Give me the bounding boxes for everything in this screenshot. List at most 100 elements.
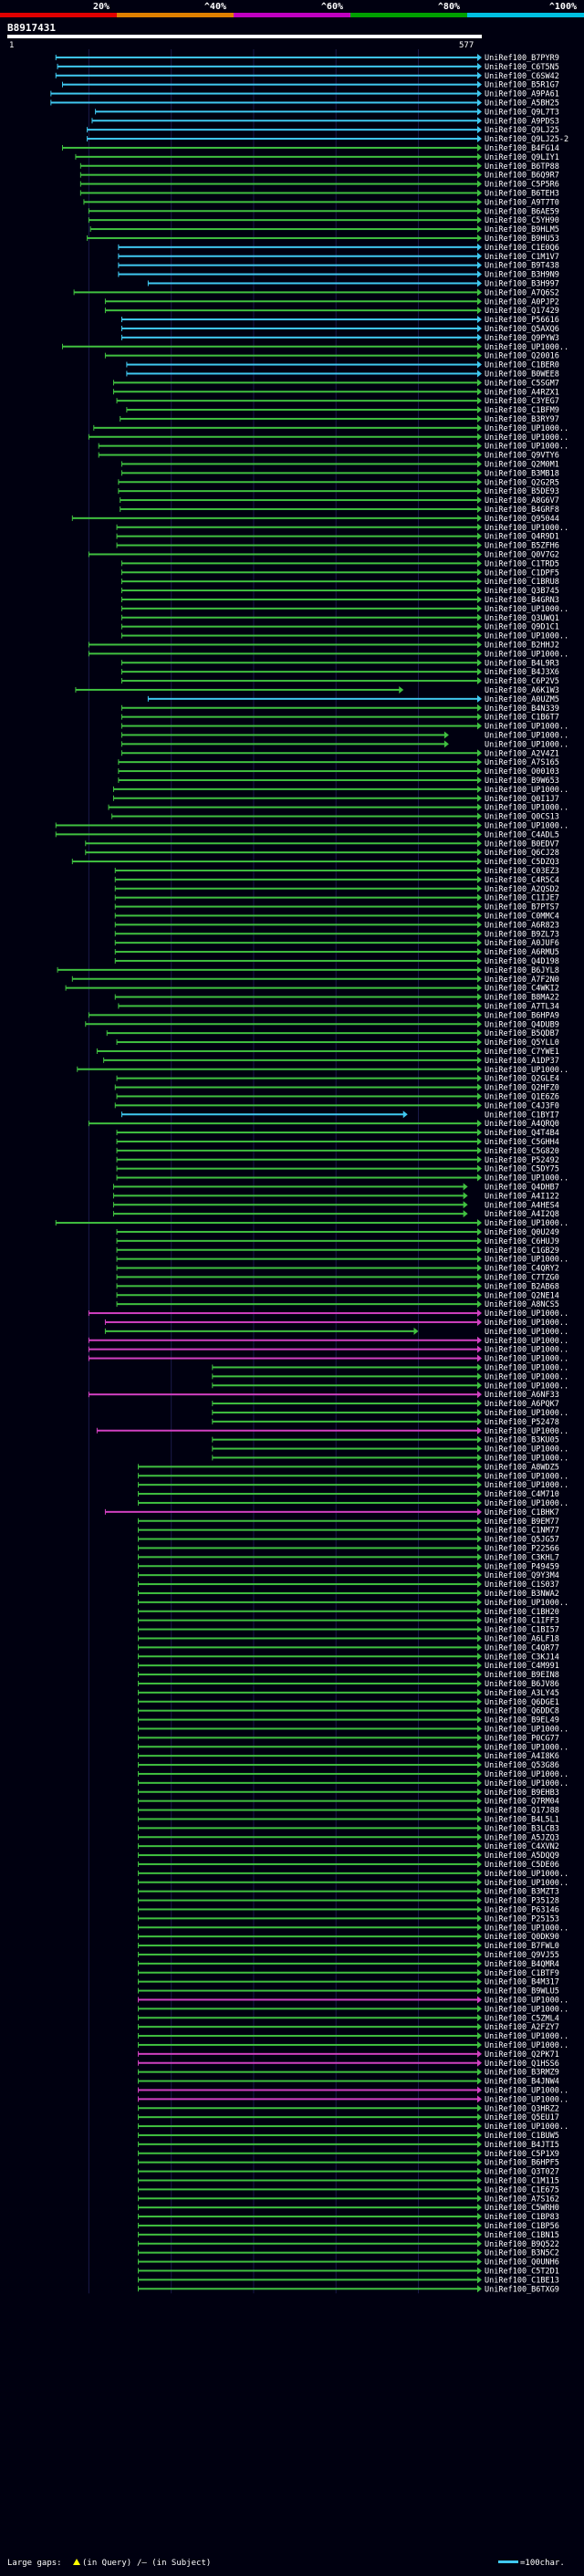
hit-row[interactable]: UniRef100_A4I8K6	[138, 1752, 559, 1761]
hit-row[interactable]: UniRef100_P22566	[138, 1544, 559, 1553]
hit-row[interactable]: UniRef100_C1BN15	[138, 2230, 559, 2240]
hit-label[interactable]: UniRef100_B6Q9R7	[485, 172, 559, 181]
hit-row[interactable]: UniRef100_Q6DGE1	[138, 1697, 559, 1707]
hit-label[interactable]: UniRef100_B0EDV7	[485, 840, 559, 849]
hit-label[interactable]: UniRef100_B6TXG9	[485, 2285, 559, 2294]
hit-label[interactable]: UniRef100_A7S165	[485, 758, 559, 767]
hit-label[interactable]: UniRef100_UP1000..	[485, 1472, 568, 1481]
hit-label[interactable]: UniRef100_C1BFM9	[485, 406, 559, 415]
hit-label[interactable]: UniRef100_Q95044	[485, 515, 559, 524]
hit-label[interactable]: UniRef100_C6P2V5	[485, 677, 559, 686]
hit-row[interactable]: UniRef100_UP1000..	[138, 1996, 569, 2005]
hit-label[interactable]: UniRef100_C1BP56	[485, 2222, 559, 2231]
hit-label[interactable]: UniRef100_B9EM77	[485, 1517, 559, 1527]
hit-row[interactable]: UniRef100_Q4R9D1	[116, 532, 559, 542]
hit-row[interactable]: UniRef100_B6TP88	[79, 162, 559, 172]
hit-row[interactable]: UniRef100_Q2PK71	[138, 2049, 559, 2060]
hit-row[interactable]: UniRef100_UP1000..	[138, 2086, 569, 2095]
hit-label[interactable]: UniRef100_B9HLM5	[485, 225, 559, 235]
hit-label[interactable]: UniRef100_C4R5C4	[485, 876, 559, 885]
hit-row[interactable]: UniRef100_Q0DK90	[138, 1933, 559, 1942]
hit-row[interactable]: UniRef100_Q3HRZ2	[138, 2104, 559, 2113]
hit-row[interactable]: UniRef100_A5JZQ3	[138, 1833, 559, 1842]
hit-row[interactable]: UniRef100_C5ZML4	[138, 2014, 559, 2023]
hit-row[interactable]: UniRef100_B4QMR4	[138, 1959, 559, 1969]
hit-row[interactable]: UniRef100_C1BHK7	[104, 1507, 559, 1517]
hit-label[interactable]: UniRef100_B3NWA2	[485, 1590, 559, 1599]
hit-label[interactable]: UniRef100_A7Q6S2	[485, 288, 559, 297]
hit-row[interactable]: UniRef100_B6TXG9	[138, 2285, 559, 2294]
hit-row[interactable]: UniRef100_A8G6V7	[120, 496, 559, 506]
hit-row[interactable]: UniRef100_Q0V7G2	[88, 550, 559, 559]
hit-label[interactable]: UniRef100_C1DPF5	[485, 568, 559, 578]
hit-row[interactable]: UniRef100_A4HES4	[112, 1201, 559, 1210]
hit-row[interactable]: UniRef100_Q4T4B4	[116, 1129, 559, 1138]
hit-row[interactable]: UniRef100_Q20016	[104, 351, 559, 361]
hit-label[interactable]: UniRef100_A6K1W3	[485, 686, 559, 695]
hit-row[interactable]: UniRef100_Q0U249	[116, 1227, 559, 1237]
hit-row[interactable]: UniRef100_Q4DUB9	[85, 1020, 559, 1029]
hit-row[interactable]: UniRef100_UP1000..	[138, 1498, 569, 1508]
hit-row[interactable]: UniRef100_C4WKI2	[65, 984, 559, 994]
hit-label[interactable]: UniRef100_UP1000..	[485, 1427, 568, 1436]
hit-label[interactable]: UniRef100_Q5JG57	[485, 1536, 559, 1545]
hit-row[interactable]: UniRef100_B4J3X6	[120, 668, 559, 677]
hit-row[interactable]: UniRef100_Q9LJ25	[87, 126, 559, 135]
hit-row[interactable]: UniRef100_B3RY97	[120, 414, 559, 424]
hit-label[interactable]: UniRef100_B7FWL0	[485, 1942, 559, 1951]
hit-row[interactable]: UniRef100_C3YEG7	[116, 397, 559, 406]
hit-row[interactable]: UniRef100_B3H997	[147, 279, 559, 288]
hit-label[interactable]: UniRef100_Q0UNH6	[485, 2258, 559, 2268]
hit-label[interactable]: UniRef100_UP1000..	[485, 1599, 568, 1608]
hit-label[interactable]: UniRef100_C1TRD5	[485, 559, 559, 568]
hit-label[interactable]: UniRef100_UP1000..	[485, 1499, 568, 1508]
hit-row[interactable]: UniRef100_C6P2V5	[120, 677, 559, 686]
hit-label[interactable]: UniRef100_C5ZML4	[485, 2014, 559, 2023]
hit-label[interactable]: UniRef100_A4I122	[485, 1192, 559, 1201]
hit-row[interactable]: UniRef100_B3MB18	[120, 469, 559, 478]
hit-row[interactable]: UniRef100_B9EM77	[138, 1517, 559, 1527]
hit-label[interactable]: UniRef100_A6LF18	[485, 1634, 559, 1643]
hit-row[interactable]: UniRef100_C1GB29	[116, 1246, 559, 1256]
hit-row[interactable]: UniRef100_UP1000..	[77, 1065, 568, 1075]
hit-row[interactable]: UniRef100_UP1000..	[212, 1444, 568, 1455]
hit-row[interactable]: UniRef100_UP1000..	[55, 1219, 568, 1228]
hit-row[interactable]: UniRef100_A6NF33	[88, 1391, 559, 1400]
hit-row[interactable]: UniRef100_UP1000..	[88, 650, 568, 659]
hit-row[interactable]: UniRef100_C1BYI7	[120, 1111, 559, 1120]
hit-label[interactable]: UniRef100_P52478	[485, 1418, 559, 1427]
hit-row[interactable]: UniRef100_C1BP56	[138, 2221, 559, 2231]
hit-label[interactable]: UniRef100_B6JYL8	[485, 966, 559, 975]
hit-label[interactable]: UniRef100_Q0CS13	[485, 813, 559, 822]
hit-label[interactable]: UniRef100_C4WKI2	[485, 985, 559, 994]
hit-row[interactable]: UniRef100_B5ZFH6	[116, 541, 559, 551]
hit-row[interactable]: UniRef100_C1E0Q6	[118, 243, 559, 253]
hit-row[interactable]: UniRef100_P52492	[116, 1155, 559, 1165]
hit-row[interactable]: UniRef100_A7TL34	[118, 1002, 559, 1011]
hit-label[interactable]: UniRef100_B5DE93	[485, 487, 559, 496]
hit-label[interactable]: UniRef100_C1IJE7	[485, 894, 559, 903]
hit-label[interactable]: UniRef100_C4M991	[485, 1662, 559, 1671]
hit-row[interactable]: UniRef100_UP1000..	[88, 1336, 568, 1346]
hit-row[interactable]: UniRef100_B7PTS7	[114, 902, 559, 913]
hit-row[interactable]: UniRef100_A8WDZ5	[138, 1463, 559, 1472]
hit-row[interactable]: UniRef100_B6AE59	[88, 207, 559, 216]
hit-row[interactable]: UniRef100_A4QRQ0	[88, 1120, 559, 1129]
hit-label[interactable]: UniRef100_UP1000..	[485, 424, 568, 433]
hit-label[interactable]: UniRef100_C1B6T7	[485, 714, 559, 723]
hit-row[interactable]: UniRef100_B0EDV7	[85, 840, 559, 849]
hit-label[interactable]: UniRef100_Q3B745	[485, 587, 559, 596]
hit-row[interactable]: UniRef100_C5T2D1	[138, 2267, 559, 2276]
hit-label[interactable]: UniRef100_UP1000..	[485, 343, 568, 352]
hit-label[interactable]: UniRef100_Q2GLE4	[485, 1075, 559, 1084]
hit-row[interactable]: UniRef100_UP1000..	[138, 2122, 569, 2132]
hit-label[interactable]: UniRef100_A4RZX1	[485, 388, 559, 397]
hit-label[interactable]: UniRef100_B6HPF5	[485, 2159, 559, 2168]
hit-row[interactable]: UniRef100_C5WRH0	[138, 2204, 559, 2213]
hit-row[interactable]: UniRef100_C1BER0	[126, 360, 559, 370]
hit-row[interactable]: UniRef100_C1S037	[138, 1580, 559, 1590]
hit-row[interactable]: UniRef100_C4QRY2	[116, 1264, 559, 1274]
hit-label[interactable]: UniRef100_C5P1X9	[485, 2150, 559, 2159]
hit-row[interactable]: UniRef100_Q9D1C1	[120, 622, 559, 632]
hit-row[interactable]: UniRef100_Q3UWQ1	[120, 613, 559, 623]
